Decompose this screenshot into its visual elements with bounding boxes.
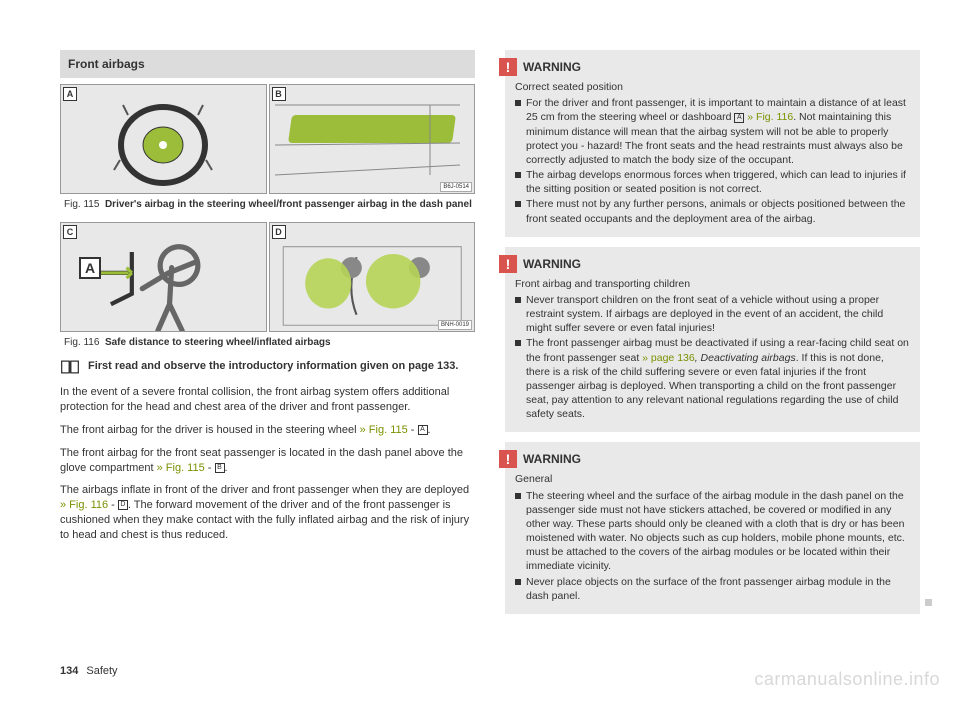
list-item: The front passenger airbag must be deact… bbox=[515, 336, 910, 421]
ref-box-a: A bbox=[418, 425, 428, 435]
bullet-icon bbox=[515, 340, 521, 346]
dashboard-lines-icon bbox=[270, 85, 475, 193]
caption-num: Fig. 115 bbox=[64, 199, 99, 210]
warning-icon: ! bbox=[499, 58, 517, 76]
list-item: The airbag develops enormous forces when… bbox=[515, 168, 910, 196]
section-name: Safety bbox=[86, 665, 117, 677]
p2-text: The front airbag for the driver is house… bbox=[60, 424, 360, 436]
warning-title: WARNING bbox=[523, 256, 581, 272]
section-end-marker bbox=[925, 599, 932, 606]
bullet-icon bbox=[515, 579, 521, 585]
warning-subtitle: Front airbag and transporting children bbox=[515, 277, 910, 291]
bullet-icon bbox=[515, 172, 521, 178]
figure-code: B6J-0514 bbox=[440, 182, 472, 192]
list-item: The steering wheel and the surface of th… bbox=[515, 489, 910, 574]
panel-label-a: A bbox=[63, 87, 77, 101]
ref-box-a: A bbox=[734, 113, 744, 123]
page-number: 134 bbox=[60, 665, 78, 677]
list-item: Never place objects on the surface of th… bbox=[515, 575, 910, 603]
warning-box-2: ! WARNING Front airbag and transporting … bbox=[505, 247, 920, 433]
intro-row: First read and observe the introductory … bbox=[60, 359, 475, 375]
caption-text: Safe distance to steering wheel/inflated… bbox=[105, 337, 331, 348]
warning-list: For the driver and front passenger, it i… bbox=[515, 96, 910, 226]
w3b2: Never place objects on the surface of th… bbox=[526, 575, 910, 603]
skeleton-distance-icon bbox=[69, 231, 257, 332]
p2-sep: - bbox=[408, 424, 418, 436]
figure-116: C A D bbox=[60, 222, 475, 332]
list-item: Never transport children on the front se… bbox=[515, 293, 910, 336]
page-footer: 134 Safety bbox=[60, 664, 118, 679]
figure-116-row: C A D bbox=[60, 222, 475, 332]
p4-text: The airbags inflate in front of the driv… bbox=[60, 484, 469, 496]
warning-list: The steering wheel and the surface of th… bbox=[515, 489, 910, 603]
page: Front airbags A B bbox=[0, 0, 960, 624]
bullet-icon bbox=[515, 100, 521, 106]
warning-title: WARNING bbox=[523, 59, 581, 75]
body-para-1: In the event of a severe frontal collisi… bbox=[60, 385, 475, 415]
fig-ref[interactable]: » Fig. 115 bbox=[360, 424, 408, 436]
warning-list: Never transport children on the front se… bbox=[515, 293, 910, 422]
fig-ref[interactable]: » Fig. 116 bbox=[60, 499, 108, 511]
ref-box-d: D bbox=[118, 500, 128, 510]
figure-116-panel-d: D BNH-0019 bbox=[269, 222, 476, 332]
warning-header: ! WARNING bbox=[499, 450, 910, 468]
bullet-icon bbox=[515, 297, 521, 303]
figure-code: BNH-0019 bbox=[438, 320, 472, 330]
w2b2-italic: , Deactivating airbags bbox=[695, 352, 796, 364]
book-icon bbox=[60, 359, 80, 375]
list-item: There must not by any further persons, a… bbox=[515, 197, 910, 225]
list-item: For the driver and front passenger, it i… bbox=[515, 96, 910, 167]
figure-116-caption: Fig. 116 Safe distance to steering wheel… bbox=[60, 336, 475, 350]
right-column: ! WARNING Correct seated position For th… bbox=[505, 50, 920, 624]
p2-end: . bbox=[428, 424, 431, 436]
figure-116-panel-c: C A bbox=[60, 222, 267, 332]
section-header: Front airbags bbox=[60, 50, 475, 78]
fig-ref[interactable]: » Fig. 116 bbox=[744, 111, 793, 123]
ref-box-b: B bbox=[215, 463, 225, 473]
figure-115-row: A B B6J-0514 bbox=[60, 84, 475, 194]
bullet-icon bbox=[515, 201, 521, 207]
w2b1: Never transport children on the front se… bbox=[526, 293, 910, 336]
caption-text: Driver's airbag in the steering wheel/fr… bbox=[105, 199, 472, 210]
w3b1: The steering wheel and the surface of th… bbox=[526, 489, 910, 574]
bullet-icon bbox=[515, 493, 521, 499]
inflated-airbags-icon bbox=[278, 231, 466, 332]
warning-title: WARNING bbox=[523, 451, 581, 467]
figure-115: A B B6J-0514 bbox=[60, 84, 475, 194]
w1b3: There must not by any further persons, a… bbox=[526, 197, 910, 225]
warning-subtitle: General bbox=[515, 472, 910, 486]
warning-header: ! WARNING bbox=[499, 58, 910, 76]
warning-icon: ! bbox=[499, 450, 517, 468]
steering-wheel-icon bbox=[108, 100, 218, 190]
fig-ref[interactable]: » Fig. 115 bbox=[157, 462, 205, 474]
body-para-3: The front airbag for the front seat pass… bbox=[60, 446, 475, 476]
warning-subtitle: Correct seated position bbox=[515, 80, 910, 94]
warning-header: ! WARNING bbox=[499, 255, 910, 273]
p3-sep: - bbox=[205, 462, 215, 474]
w1b2: The airbag develops enormous forces when… bbox=[526, 168, 910, 196]
warning-icon: ! bbox=[499, 255, 517, 273]
distance-a-tag: A bbox=[79, 257, 101, 279]
body-para-2: The front airbag for the driver is house… bbox=[60, 423, 475, 438]
figure-115-panel-a: A bbox=[60, 84, 267, 194]
p3-end: . bbox=[225, 462, 228, 474]
p3-text: The front airbag for the front seat pass… bbox=[60, 447, 463, 474]
intro-text: First read and observe the introductory … bbox=[88, 359, 475, 374]
warning-box-1: ! WARNING Correct seated position For th… bbox=[505, 50, 920, 237]
left-column: Front airbags A B bbox=[60, 50, 475, 624]
warning-box-3: ! WARNING General The steering wheel and… bbox=[505, 442, 920, 614]
page-ref[interactable]: » page 136 bbox=[642, 352, 695, 364]
watermark: carmanualsonline.info bbox=[754, 667, 940, 691]
caption-num: Fig. 116 bbox=[64, 337, 99, 348]
figure-115-panel-b: B B6J-0514 bbox=[269, 84, 476, 194]
figure-115-caption: Fig. 115 Driver's airbag in the steering… bbox=[60, 198, 475, 212]
p4-sep: - bbox=[108, 499, 118, 511]
body-para-4: The airbags inflate in front of the driv… bbox=[60, 483, 475, 542]
